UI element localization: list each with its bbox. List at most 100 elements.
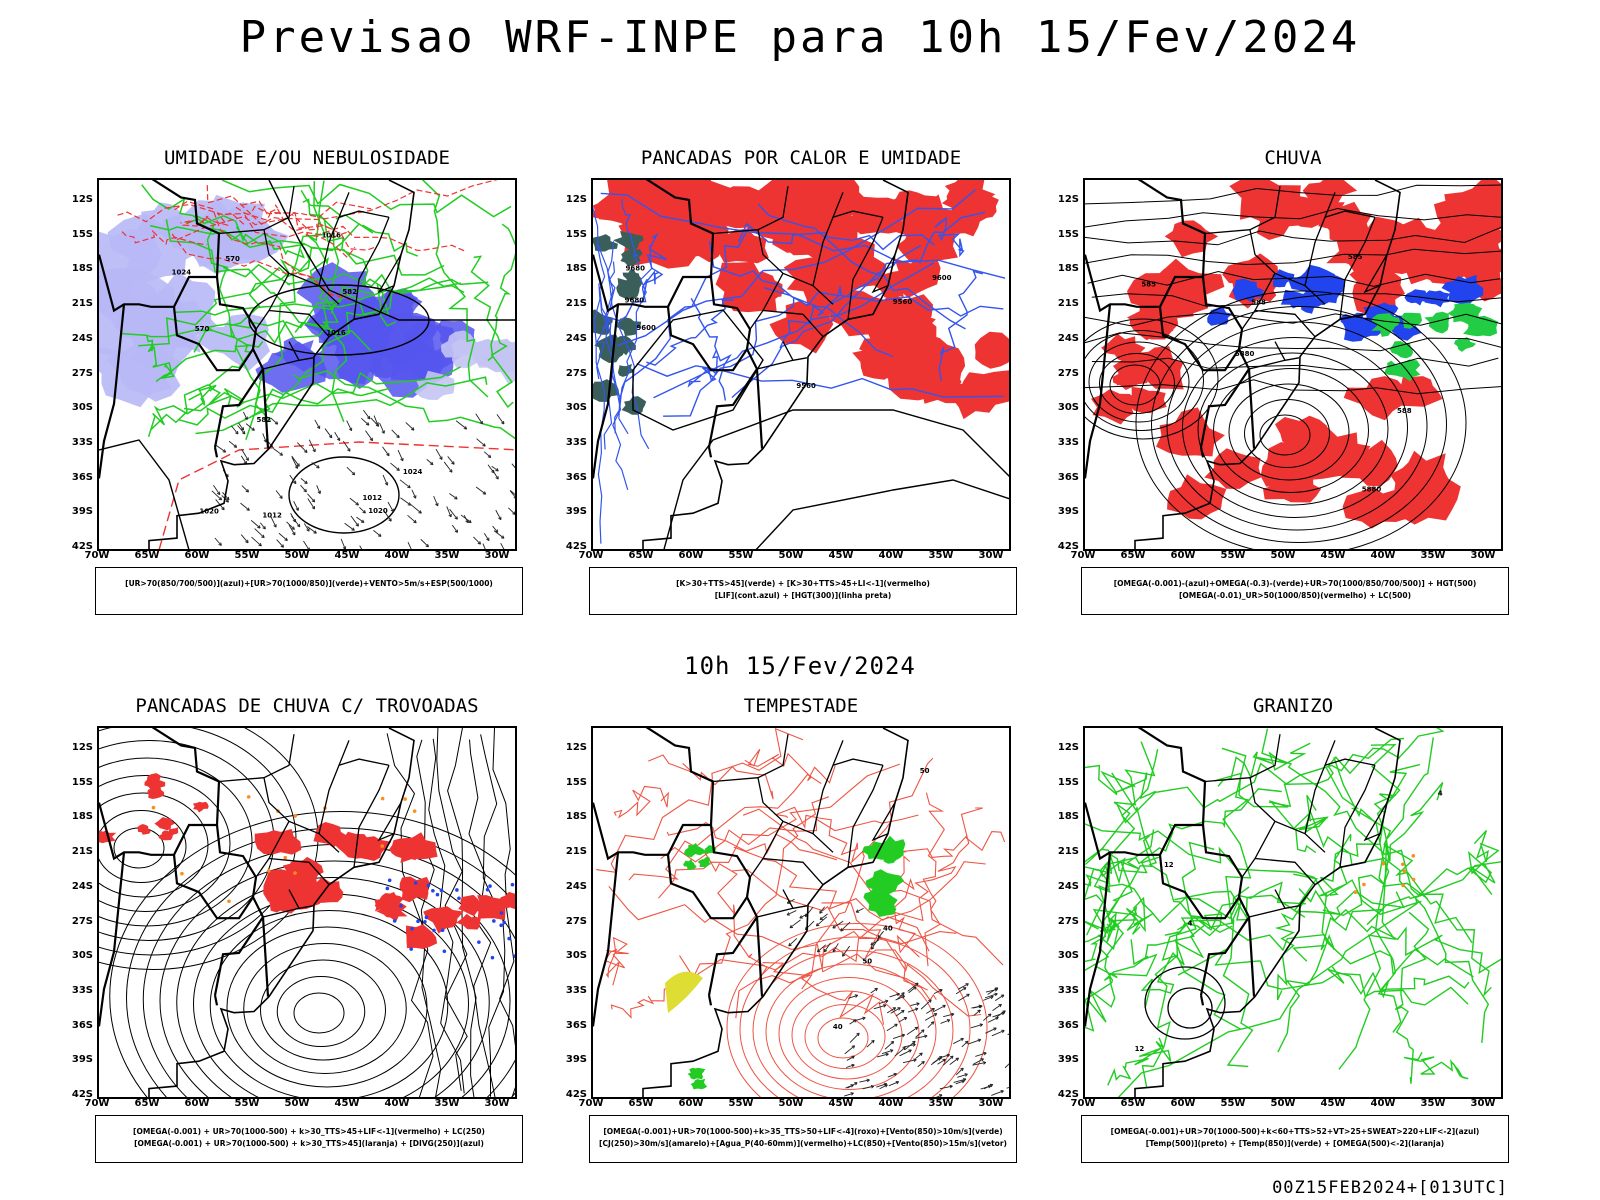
state-border [218, 186, 295, 235]
wind-vector [273, 448, 283, 456]
divergence-dot [490, 955, 495, 960]
wind-vector [475, 413, 483, 425]
divergence-dot [387, 878, 392, 883]
divergence-dot [499, 923, 503, 928]
state-border [288, 889, 300, 909]
wind-vector-head [429, 461, 434, 466]
wind-vector [887, 1073, 897, 1078]
storm-dot [380, 844, 385, 848]
wind-vector-head [495, 468, 499, 472]
storm-area [158, 830, 173, 841]
wind-vector [373, 530, 382, 537]
lifted-index-contour [636, 362, 1004, 398]
streamline [1151, 306, 1447, 543]
wind-vector [786, 910, 797, 916]
pressure-isobar [99, 439, 190, 549]
latitude-label: 33S [1057, 984, 1079, 996]
wind-vector [927, 1021, 935, 1028]
wind-vector [344, 522, 355, 531]
longitude-label: 30W [484, 1098, 510, 1109]
wind-vector [240, 502, 250, 511]
latitude-label: 15S [1057, 228, 1079, 240]
state-border [762, 309, 824, 338]
wind-vector [862, 1085, 874, 1090]
temperature-850-contour [1111, 772, 1242, 1030]
wind-vector-head [251, 427, 255, 431]
streamline [109, 811, 515, 1097]
temperature-850-contour [1140, 919, 1233, 1009]
panel-legend: [OMEGA(-0.001)+UR>70(1000-500)+k>35_TTS>… [589, 1115, 1017, 1163]
latitude-label: 39S [1057, 506, 1079, 518]
latitude-label: 15S [71, 776, 93, 788]
longitude-label: 70W [84, 550, 110, 561]
wind-vector-head [1002, 1010, 1006, 1014]
state-border [871, 254, 896, 294]
contour-label: 1012 [363, 494, 383, 502]
latitude-label: 12S [71, 742, 93, 753]
wind-vector [844, 1092, 854, 1097]
wind-vector-head [410, 427, 415, 431]
wind-vector-head [413, 519, 417, 524]
divergence-dot [477, 940, 481, 944]
wind-vector [970, 1024, 983, 1029]
wind-vector-head [994, 987, 999, 991]
wind-vector-head [998, 1003, 1002, 1008]
longitude-label: 70W [578, 1098, 604, 1109]
forecast-map: 1016 1016 1020 1020 1024 1024 570 570 582 582 1012… [97, 178, 517, 551]
wind-vector [879, 1084, 888, 1090]
state-border [263, 229, 340, 305]
streamline [1085, 330, 1204, 431]
wind-vector-head [895, 1080, 900, 1085]
wind-vector-head [993, 1027, 997, 1031]
legend-line: [UR>70(850/700/500)](azul)+[UR>70(1000/8… [125, 579, 493, 588]
contour-label: 4 [1438, 789, 1443, 797]
wind-vector [902, 1059, 917, 1064]
wind-vector-head [850, 1092, 854, 1096]
field-layer [99, 728, 515, 1097]
streamline [99, 757, 253, 927]
wind-vector-head [946, 1053, 950, 1058]
wind-vector [276, 539, 284, 548]
divergence-dot [485, 887, 490, 892]
forecast-map: 588 588 585 585 5880 5880 [1083, 178, 1503, 551]
country-border [707, 896, 759, 996]
wind-vector-head [221, 506, 225, 511]
wind-vector-head [291, 526, 295, 530]
latitude-label: 30S [71, 402, 93, 414]
wind-vector [482, 543, 486, 549]
wind-vector [473, 536, 481, 545]
state-border [757, 229, 834, 305]
wind-vector [992, 1012, 1005, 1018]
streamline [1085, 318, 1219, 440]
field-layer: 9680 9680 9600 9600 9560 9560 [593, 180, 1009, 549]
temperature-850-contour [1274, 873, 1318, 1001]
wind-vector-head [889, 1049, 894, 1053]
wind-vector [382, 446, 390, 457]
divergence-dot [435, 892, 440, 897]
longitude-label: 60W [1170, 550, 1196, 561]
storm-dot [380, 796, 385, 801]
wind-vector [308, 439, 316, 453]
wind-vector [307, 493, 316, 503]
temperature-850-contour [1085, 829, 1155, 963]
state-border [353, 217, 390, 320]
latitude-label: 33S [1057, 436, 1079, 448]
strong-wind-area [684, 843, 705, 858]
country-border [593, 304, 620, 479]
wind-vector [1007, 1033, 1009, 1036]
instability-area [618, 363, 635, 377]
wind-vector [917, 1061, 925, 1068]
longitude-label: 55W [728, 1098, 754, 1109]
wind-vector [475, 486, 487, 495]
legend-line: [OMEGA(-0.001) + UR>70(1000-500) + k>30_… [133, 1127, 485, 1136]
wind-vector-head [1001, 1029, 1005, 1034]
humidity-contour [300, 190, 419, 257]
storm-area [273, 891, 303, 914]
latitude-label: 36S [1057, 1019, 1079, 1031]
country-border [666, 276, 752, 372]
wind-vector-head [218, 542, 222, 546]
rain-area [1424, 311, 1449, 334]
wind-vector-head [980, 1058, 984, 1062]
wind-vector-head [375, 422, 379, 426]
